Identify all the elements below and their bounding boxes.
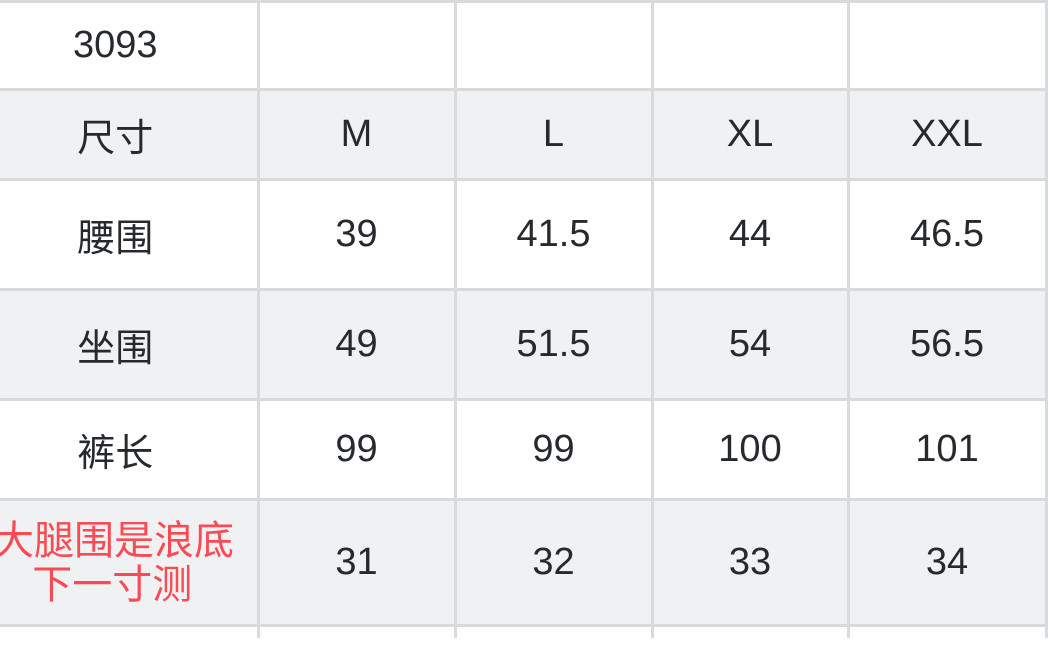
product-code: 3093	[0, 0, 260, 91]
hip-value-xl: 54	[650, 288, 850, 401]
hip-label: 坐围	[0, 288, 260, 401]
hip-value-l: 51.5	[453, 288, 654, 401]
hip-row: 坐围 49 51.5 54 56.5	[0, 288, 1048, 401]
empty-cell	[650, 0, 850, 91]
pants-length-value-l: 99	[453, 398, 654, 501]
empty-cell	[453, 0, 654, 91]
waist-value-m: 39	[256, 178, 457, 291]
thigh-value-xl: 33	[650, 498, 850, 627]
pants-length-label: 裤长	[0, 398, 260, 501]
size-header-label: 尺寸	[0, 88, 260, 181]
waist-row: 腰围 39 41.5 44 46.5	[0, 178, 1048, 291]
size-header-row: 尺寸 M L XL XXL	[0, 88, 1048, 181]
empty-cell	[846, 624, 1048, 638]
empty-cell	[453, 624, 654, 638]
size-option-xl: XL	[650, 88, 850, 181]
empty-cell	[846, 0, 1048, 91]
product-code-row: 3093	[0, 0, 1048, 91]
pants-length-value-xxl: 101	[846, 398, 1048, 501]
pants-length-value-m: 99	[256, 398, 457, 501]
size-option-l: L	[453, 88, 654, 181]
empty-cell	[256, 624, 457, 638]
waist-value-l: 41.5	[453, 178, 654, 291]
size-chart-page: 3093 尺寸 M L XL XXL 腰围 39 41.5 44 46.5	[0, 0, 1048, 638]
empty-cell	[256, 0, 457, 91]
thigh-note-text: 大腿围是浪底 下一寸测	[0, 518, 234, 607]
thigh-note-line1: 大腿围是浪底	[0, 518, 234, 563]
pants-length-value-xl: 100	[650, 398, 850, 501]
thigh-note-line2: 下一寸测	[32, 562, 193, 607]
thigh-value-m: 31	[256, 498, 457, 627]
thigh-value-xxl: 34	[846, 498, 1048, 627]
partial-row	[0, 624, 1048, 638]
size-option-xxl: XXL	[846, 88, 1048, 181]
waist-label: 腰围	[0, 178, 260, 291]
hip-value-xxl: 56.5	[846, 288, 1048, 401]
thigh-value-l: 32	[453, 498, 654, 627]
waist-value-xl: 44	[650, 178, 850, 291]
waist-value-xxl: 46.5	[846, 178, 1048, 291]
thigh-note-label: 大腿围是浪底 下一寸测	[0, 498, 260, 627]
size-option-m: M	[256, 88, 457, 181]
pants-length-row: 裤长 99 99 100 101	[0, 398, 1048, 501]
hip-value-m: 49	[256, 288, 457, 401]
size-chart-table: 3093 尺寸 M L XL XXL 腰围 39 41.5 44 46.5	[0, 0, 1048, 638]
empty-cell	[0, 624, 260, 638]
empty-cell	[650, 624, 850, 638]
thigh-row: 大腿围是浪底 下一寸测 31 32 33 34	[0, 498, 1048, 627]
